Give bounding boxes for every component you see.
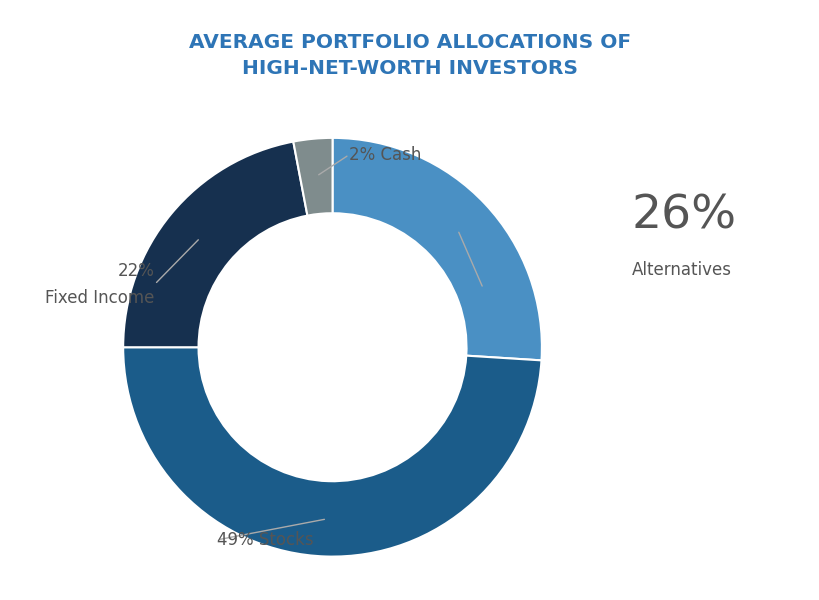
Wedge shape [333, 138, 541, 361]
Text: 22%: 22% [118, 262, 155, 280]
Wedge shape [123, 347, 541, 557]
Text: Fixed Income: Fixed Income [45, 289, 155, 307]
Wedge shape [293, 138, 333, 215]
Text: AVERAGE PORTFOLIO ALLOCATIONS OF
HIGH-NET-WORTH INVESTORS: AVERAGE PORTFOLIO ALLOCATIONS OF HIGH-NE… [188, 33, 631, 79]
Text: 2% Cash: 2% Cash [349, 146, 421, 164]
Wedge shape [123, 142, 307, 347]
Text: 49% Stocks: 49% Stocks [217, 531, 314, 549]
Text: 26%: 26% [631, 193, 735, 238]
Text: Alternatives: Alternatives [631, 261, 731, 279]
